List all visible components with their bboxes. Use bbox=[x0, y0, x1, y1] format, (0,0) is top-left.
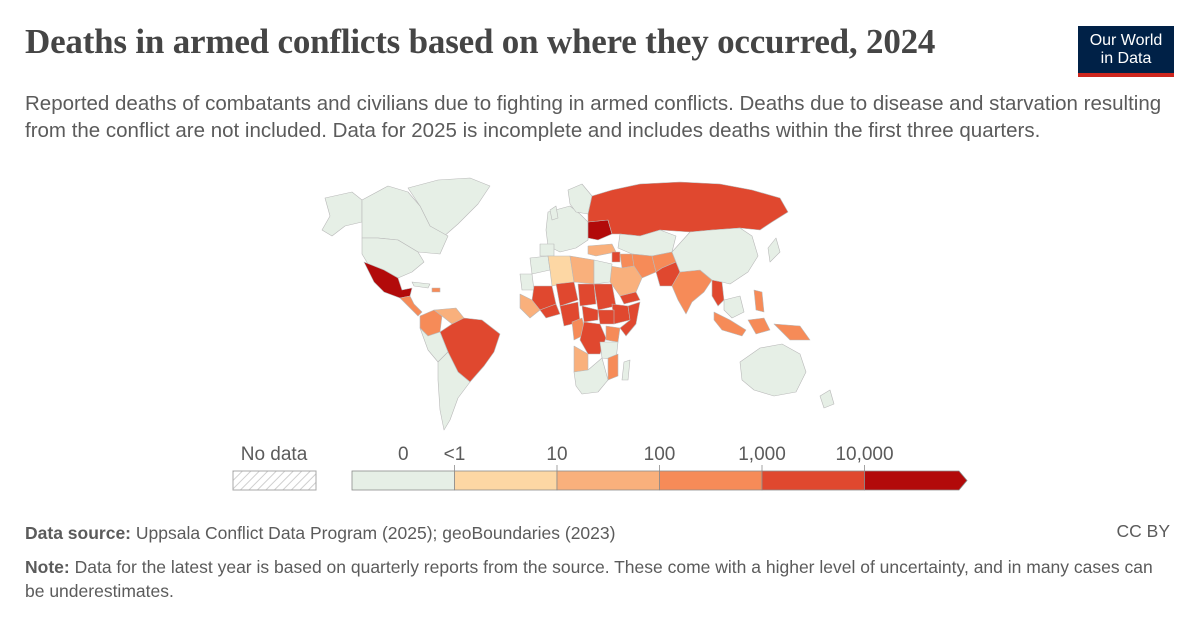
region-chad[interactable] bbox=[577, 283, 597, 307]
region-somalia[interactable] bbox=[619, 301, 641, 337]
region-niger[interactable] bbox=[555, 281, 579, 307]
legend-swatch-3[interactable] bbox=[659, 470, 763, 491]
region-dr-congo[interactable] bbox=[579, 321, 607, 355]
source-line: Data source: Uppsala Conflict Data Progr… bbox=[25, 521, 615, 545]
region-southern-africa[interactable] bbox=[573, 357, 609, 395]
license-link[interactable]: CC BY bbox=[1116, 521, 1170, 541]
source-label: Data source: bbox=[25, 523, 132, 543]
legend-swatch-4[interactable] bbox=[761, 470, 865, 491]
region-cuba[interactable] bbox=[411, 281, 431, 289]
region-west-coast[interactable] bbox=[519, 293, 541, 319]
region-mozambique[interactable] bbox=[607, 353, 619, 381]
note-line: Note: Data for the latest year is based … bbox=[25, 555, 1175, 603]
legend-no-data-label: No data bbox=[241, 444, 308, 465]
legend-swatch-2[interactable] bbox=[556, 470, 660, 491]
legend-tick-label-5: 10,000 bbox=[835, 444, 893, 465]
region-china[interactable] bbox=[671, 227, 759, 285]
logo-line-2: in Data bbox=[1100, 50, 1152, 67]
legend-tick-label-3: 100 bbox=[644, 444, 676, 465]
legend-swatch-0[interactable] bbox=[351, 470, 455, 491]
note-text: Data for the latest year is based on qua… bbox=[25, 557, 1153, 601]
region-southern-cone[interactable] bbox=[437, 351, 471, 431]
region-mexico[interactable] bbox=[363, 261, 413, 299]
region-philippines[interactable] bbox=[753, 289, 765, 313]
region-new-zealand[interactable] bbox=[819, 389, 835, 409]
region-japan[interactable] bbox=[767, 237, 781, 263]
legend-swatch-1[interactable] bbox=[454, 470, 558, 491]
region-alaska[interactable] bbox=[321, 191, 363, 237]
region-haiti[interactable] bbox=[431, 287, 441, 293]
note-label: Note: bbox=[25, 557, 70, 577]
logo-line-1: Our World bbox=[1089, 32, 1163, 49]
region-indonesia[interactable] bbox=[713, 311, 747, 337]
region-syria[interactable] bbox=[611, 251, 621, 263]
legend-tick-label-4: 1,000 bbox=[738, 444, 786, 465]
region-car[interactable] bbox=[581, 305, 599, 323]
region-uk[interactable] bbox=[549, 205, 559, 221]
region-central-america[interactable] bbox=[399, 295, 423, 317]
owid-logo[interactable]: Our World in Data bbox=[1078, 26, 1174, 77]
region-australia[interactable] bbox=[739, 343, 807, 397]
region-yemen[interactable] bbox=[619, 291, 641, 305]
region-madagascar[interactable] bbox=[621, 359, 631, 381]
legend-no-data-swatch[interactable] bbox=[232, 470, 317, 491]
legend-tick-label-2: 10 bbox=[546, 444, 567, 465]
region-papua[interactable] bbox=[773, 323, 811, 341]
region-southeast-asia[interactable] bbox=[723, 295, 745, 319]
legend-tick-label-1: <1 bbox=[444, 444, 466, 465]
legend-tick-label-0: 0 bbox=[398, 444, 409, 465]
region-turkey[interactable] bbox=[587, 243, 617, 257]
chart-title: Deaths in armed conflicts based on where… bbox=[25, 22, 936, 61]
region-russia[interactable] bbox=[587, 181, 789, 237]
legend-swatch-5[interactable] bbox=[864, 470, 968, 491]
region-egypt[interactable] bbox=[593, 259, 613, 285]
region-united-states[interactable] bbox=[361, 237, 425, 279]
region-burkina[interactable] bbox=[539, 303, 561, 319]
source-text[interactable]: Uppsala Conflict Data Program (2025); ge… bbox=[135, 523, 616, 543]
chart-subtitle: Reported deaths of combatants and civili… bbox=[25, 92, 1162, 142]
region-south-sudan[interactable] bbox=[597, 309, 615, 325]
region-indonesia-east[interactable] bbox=[747, 317, 771, 335]
